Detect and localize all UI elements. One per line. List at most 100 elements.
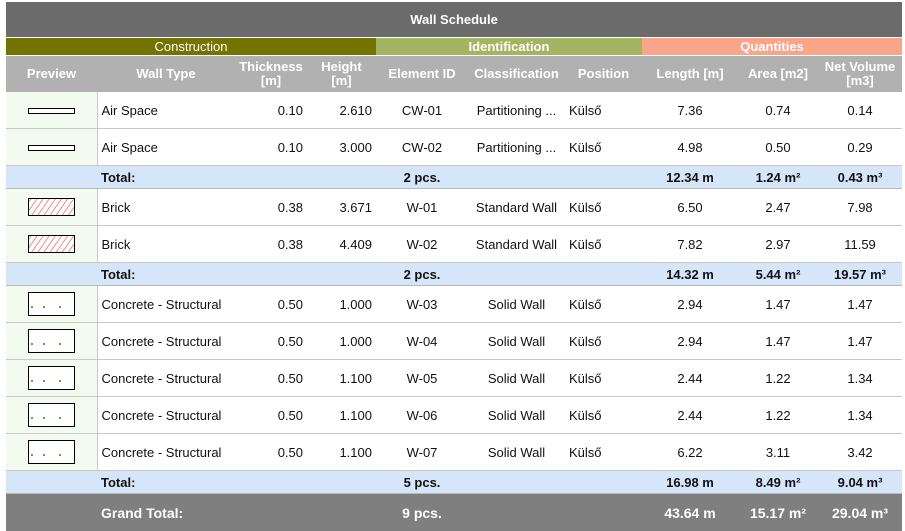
column-header-length[interactable]: Length [m] <box>642 56 738 93</box>
total-length: 14.32 m <box>642 263 738 286</box>
net-volume-cell: 1.47 <box>818 323 902 360</box>
area-cell: 1.22 <box>738 397 818 434</box>
brick-hatch-preview-icon <box>28 235 75 253</box>
thickness-cell: 0.50 <box>235 360 307 397</box>
total-spacer <box>6 263 97 286</box>
column-header-preview[interactable]: Preview <box>6 56 97 93</box>
area-cell: 1.47 <box>738 323 818 360</box>
classification-cell: Solid Wall <box>468 323 565 360</box>
position-cell: Külső <box>565 360 642 397</box>
thickness-cell: 0.50 <box>235 323 307 360</box>
area-cell: 0.50 <box>738 129 818 166</box>
grand-total-label: Grand Total: <box>97 494 235 531</box>
position-cell: Külső <box>565 397 642 434</box>
group-identification: Identification <box>376 38 642 56</box>
thickness-cell: 0.38 <box>235 189 307 226</box>
column-header-thickness[interactable]: Thickness [m] <box>235 56 307 93</box>
total-spacer <box>468 263 642 286</box>
total-spacer <box>235 263 376 286</box>
column-header-height[interactable]: Height [m] <box>307 56 376 93</box>
net-volume-cell: 1.34 <box>818 397 902 434</box>
total-label: Total: <box>97 471 235 494</box>
concrete-preview-icon <box>28 366 75 390</box>
total-volume: 0.43 m³ <box>818 166 902 189</box>
height-cell: 1.100 <box>307 360 376 397</box>
net-volume-cell: 3.42 <box>818 434 902 471</box>
column-header-area[interactable]: Area [m2] <box>738 56 818 93</box>
concrete-preview-icon <box>28 403 75 427</box>
wall-type-cell: Concrete - Structural <box>97 360 235 397</box>
element-id-cell: W-03 <box>376 286 468 323</box>
thickness-cell: 0.38 <box>235 226 307 263</box>
aggregate-dot <box>59 417 61 419</box>
thickness-cell: 0.50 <box>235 286 307 323</box>
brick-hatch-preview-icon <box>28 198 75 216</box>
wall-type-cell: Air Space <box>97 92 235 129</box>
net-volume-cell: 1.47 <box>818 286 902 323</box>
height-cell: 2.610 <box>307 92 376 129</box>
preview-cell <box>6 92 97 129</box>
aggregate-dot <box>43 454 45 456</box>
total-count: 2 pcs. <box>376 263 468 286</box>
thickness-cell: 0.50 <box>235 397 307 434</box>
aggregate-dot <box>43 417 45 419</box>
column-header-wall-type[interactable]: Wall Type <box>97 56 235 93</box>
element-id-cell: CW-02 <box>376 129 468 166</box>
length-cell: 7.36 <box>642 92 738 129</box>
column-header-position[interactable]: Position <box>565 56 642 93</box>
wall-type-cell: Concrete - Structural <box>97 323 235 360</box>
element-id-cell: W-02 <box>376 226 468 263</box>
total-label: Total: <box>97 263 235 286</box>
wall-type-cell: Concrete - Structural <box>97 286 235 323</box>
area-cell: 1.47 <box>738 286 818 323</box>
aggregate-dot <box>31 417 33 419</box>
aggregate-dot <box>43 306 45 308</box>
aggregate-dot <box>31 306 33 308</box>
column-header-classification[interactable]: Classification <box>468 56 565 93</box>
position-cell: Külső <box>565 434 642 471</box>
air-space-preview-icon <box>28 145 75 151</box>
total-area: 8.49 m² <box>738 471 818 494</box>
length-cell: 2.44 <box>642 397 738 434</box>
element-id-cell: W-04 <box>376 323 468 360</box>
length-cell: 2.94 <box>642 323 738 360</box>
grand-spacer <box>235 494 376 531</box>
aggregate-dot <box>59 343 61 345</box>
column-header-element-id[interactable]: Element ID <box>376 56 468 93</box>
height-cell: 3.000 <box>307 129 376 166</box>
classification-cell: Partitioning ... <box>468 129 565 166</box>
preview-cell <box>6 189 97 226</box>
total-spacer <box>235 166 376 189</box>
total-area: 5.44 m² <box>738 263 818 286</box>
classification-cell: Solid Wall <box>468 397 565 434</box>
wall-type-cell: Brick <box>97 226 235 263</box>
total-count: 2 pcs. <box>376 166 468 189</box>
grand-total-area: 15.17 m² <box>738 494 818 531</box>
classification-cell: Solid Wall <box>468 434 565 471</box>
aggregate-dot <box>59 380 61 382</box>
column-header-net-volume[interactable]: Net Volume [m3] <box>818 56 902 93</box>
classification-cell: Solid Wall <box>468 286 565 323</box>
element-id-cell: W-05 <box>376 360 468 397</box>
total-spacer <box>235 471 376 494</box>
aggregate-dot <box>31 343 33 345</box>
total-spacer <box>6 166 97 189</box>
aggregate-dot <box>43 380 45 382</box>
length-cell: 2.44 <box>642 360 738 397</box>
element-id-cell: W-07 <box>376 434 468 471</box>
net-volume-cell: 0.14 <box>818 92 902 129</box>
total-volume: 19.57 m³ <box>818 263 902 286</box>
area-cell: 2.97 <box>738 226 818 263</box>
preview-cell <box>6 286 97 323</box>
